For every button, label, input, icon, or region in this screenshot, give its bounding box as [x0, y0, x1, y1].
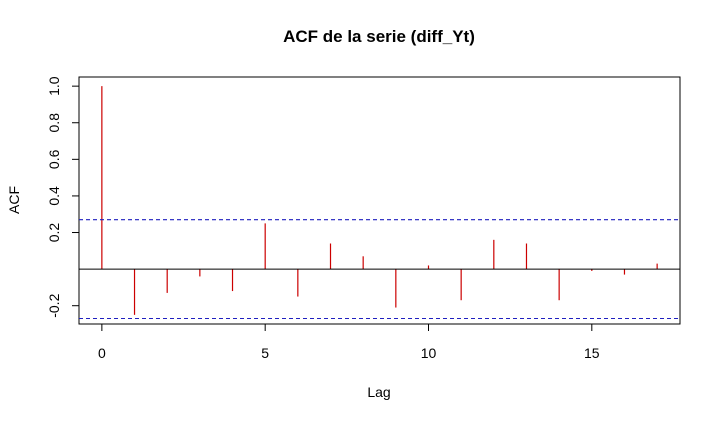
confidence-bounds: [79, 219, 680, 320]
y-tick-label-0_6: 0.6: [46, 149, 62, 169]
y-tick-label-1: 1.0: [46, 76, 62, 96]
y-tick-label-0_8: 0.8: [46, 113, 62, 133]
x-axis-label: Lag: [367, 384, 390, 400]
x-tick-label-15: 15: [584, 345, 600, 361]
x-tick-label-5: 5: [261, 345, 269, 361]
y-tick-label-neg0_2: -0.2: [46, 293, 62, 317]
y-axis: -0.2 0.2 0.4 0.6 0.8 1.0: [46, 76, 79, 318]
y-tick-label-0_2: 0.2: [46, 223, 62, 243]
y-axis-label: ACF: [6, 186, 22, 214]
x-tick-label-0: 0: [98, 345, 106, 361]
x-axis: 0 5 10 15: [98, 324, 600, 361]
x-tick-label-10: 10: [421, 345, 437, 361]
chart-title: ACF de la serie (diff_Yt): [283, 27, 475, 46]
y-tick-label-0_4: 0.4: [46, 186, 62, 206]
plot-frame: [78, 76, 681, 325]
acf-spikes: [101, 86, 658, 315]
